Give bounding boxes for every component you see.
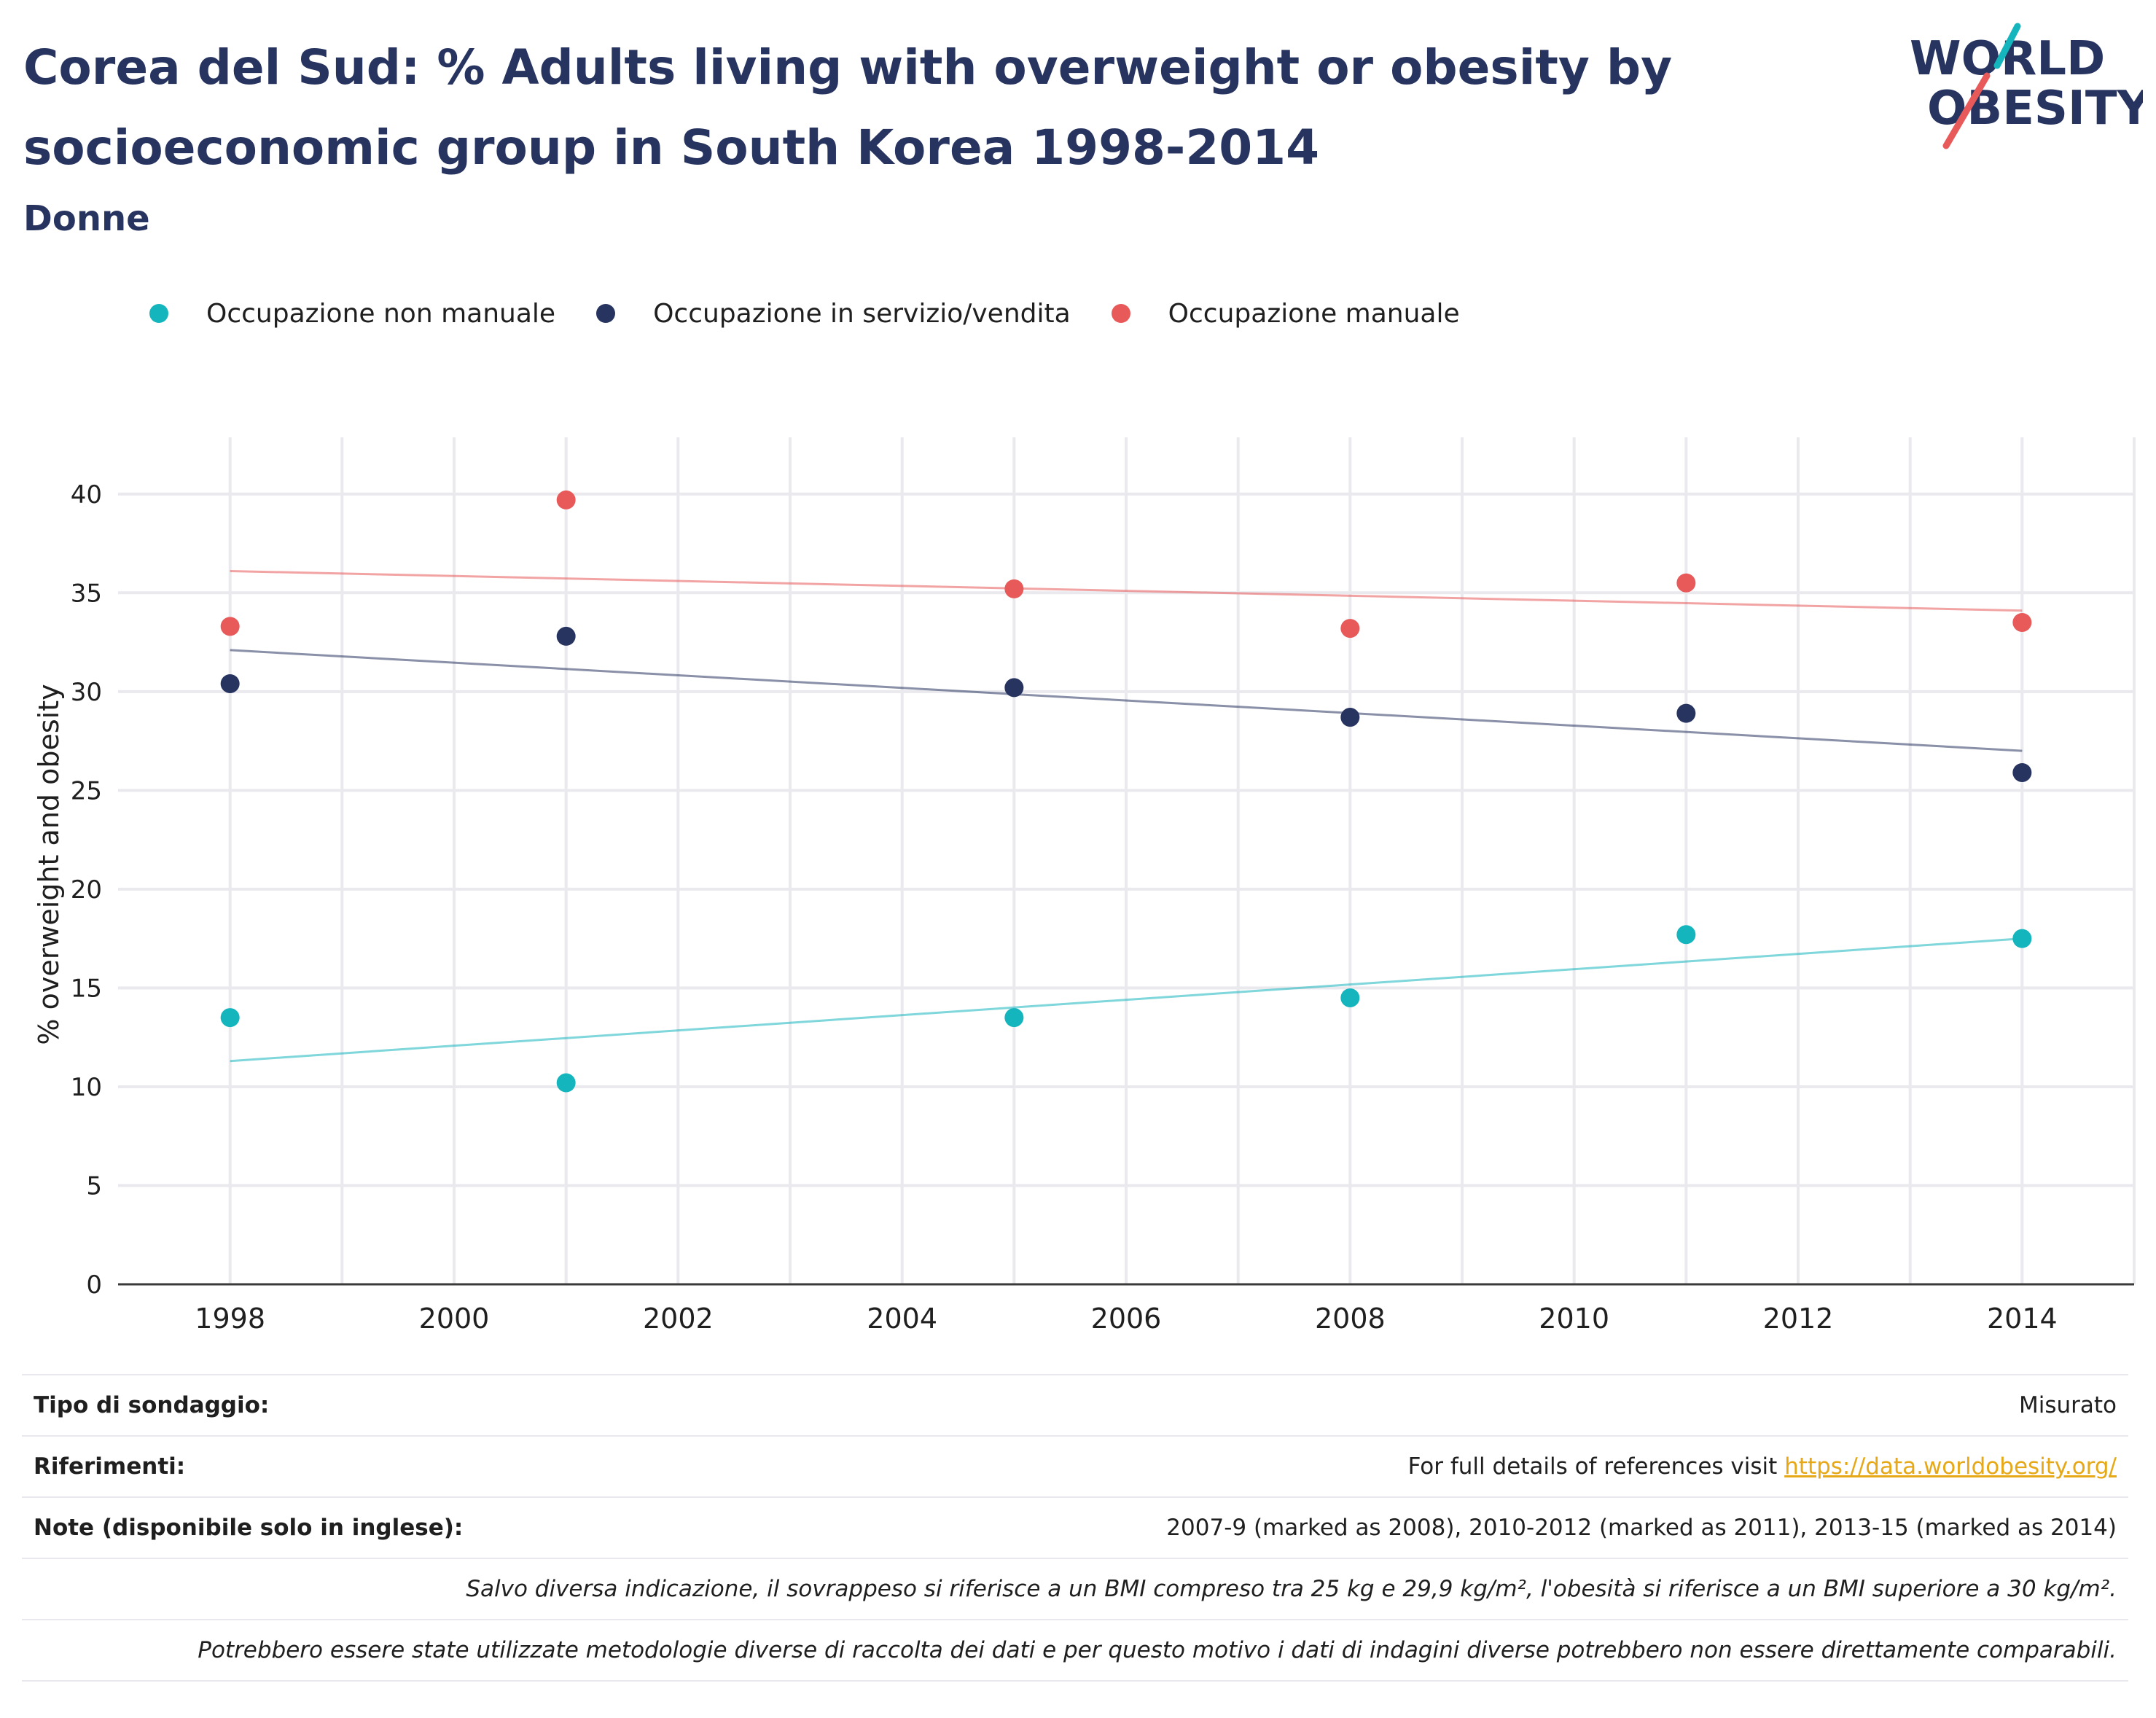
y-axis-title: % overweight and obesity bbox=[33, 684, 65, 1045]
y-tick-label: 20 bbox=[71, 875, 102, 905]
chart-title-line-2: socioeconomic group in South Korea 1998-… bbox=[23, 120, 1320, 176]
legend-marker-service-sales bbox=[596, 304, 616, 323]
chart-title: Corea del Sud: % Adults living with over… bbox=[23, 28, 1773, 188]
y-tick-label: 10 bbox=[71, 1073, 102, 1102]
x-tick-label: 2008 bbox=[1315, 1303, 1386, 1335]
survey-type-value: Misurato bbox=[2018, 1392, 2117, 1418]
footer-notes-row: Note (disponibile solo in inglese): 2007… bbox=[22, 1496, 2128, 1558]
x-tick-label: 2012 bbox=[1763, 1303, 1834, 1335]
chart-legend: Occupazione non manuale Occupazione in s… bbox=[149, 292, 1501, 335]
references-link[interactable]: https://data.worldobesity.org/ bbox=[1784, 1453, 2117, 1480]
data-point-series-0 bbox=[1004, 1008, 1024, 1028]
data-point-series-0 bbox=[2012, 929, 2032, 948]
footer-method-note-row: Potrebbero essere state utilizzate metod… bbox=[22, 1619, 2128, 1682]
data-point-series-2 bbox=[1004, 579, 1024, 598]
references-label: Riferimenti: bbox=[34, 1453, 186, 1480]
method-note: Potrebbero essere state utilizzate metod… bbox=[198, 1637, 2117, 1663]
legend-label-manual: Occupazione manuale bbox=[1168, 298, 1460, 329]
data-point-series-2 bbox=[1676, 573, 1696, 593]
x-tick-label: 2014 bbox=[1987, 1303, 2058, 1335]
data-point-series-2 bbox=[556, 490, 576, 509]
legend-marker-manual bbox=[1111, 304, 1130, 323]
notes-value: 2007-9 (marked as 2008), 2010-2012 (mark… bbox=[1166, 1515, 2117, 1541]
data-point-series-1 bbox=[556, 626, 576, 646]
trend-line-series-0 bbox=[230, 937, 2023, 1063]
trend-line-series-2 bbox=[230, 569, 2023, 612]
data-point-series-0 bbox=[556, 1073, 576, 1093]
chart-footer: Tipo di sondaggio: Misurato Riferimenti:… bbox=[22, 1374, 2128, 1682]
footer-references-row: Riferimenti: For full details of referen… bbox=[22, 1435, 2128, 1496]
legend-marker-non-manual bbox=[149, 304, 168, 323]
data-point-series-1 bbox=[1004, 678, 1024, 698]
legend-label-non-manual: Occupazione non manuale bbox=[206, 298, 556, 329]
data-point-series-2 bbox=[220, 617, 240, 636]
data-point-series-1 bbox=[1340, 708, 1360, 727]
x-tick-label: 1998 bbox=[195, 1303, 265, 1335]
world-obesity-logo: WORLD OBESITY bbox=[1910, 23, 2143, 149]
logo-slash-red bbox=[1942, 72, 1991, 149]
data-point-series-0 bbox=[1676, 925, 1696, 945]
data-point-series-0 bbox=[220, 1008, 240, 1028]
legend-item-non-manual[interactable]: Occupazione non manuale bbox=[149, 299, 555, 329]
y-tick-label: 5 bbox=[86, 1171, 102, 1200]
bmi-note: Salvo diversa indicazione, il sovrappeso… bbox=[466, 1576, 2117, 1602]
y-tick-label: 35 bbox=[71, 579, 102, 608]
x-tick-label: 2006 bbox=[1091, 1303, 1162, 1335]
chart-subtitle: Donne bbox=[23, 198, 150, 239]
y-tick-label: 25 bbox=[71, 776, 102, 805]
chart-title-line-1: Corea del Sud: % Adults living with over… bbox=[23, 39, 1673, 95]
notes-label: Note (disponibile solo in inglese): bbox=[34, 1515, 464, 1541]
x-tick-label: 2004 bbox=[867, 1303, 937, 1335]
x-tick-label: 2002 bbox=[643, 1303, 714, 1335]
data-point-series-2 bbox=[1340, 619, 1360, 639]
x-tick-label: 2000 bbox=[419, 1303, 490, 1335]
y-tick-label: 15 bbox=[71, 974, 102, 1003]
data-point-series-1 bbox=[2012, 762, 2032, 782]
trend-line-series-1 bbox=[230, 649, 2023, 752]
x-tick-label: 2010 bbox=[1539, 1303, 1609, 1335]
footer-survey-row: Tipo di sondaggio: Misurato bbox=[22, 1374, 2128, 1435]
references-value: For full details of references visit htt… bbox=[1408, 1453, 2128, 1480]
legend-item-manual[interactable]: Occupazione manuale bbox=[1111, 298, 1460, 329]
footer-bmi-note-row: Salvo diversa indicazione, il sovrappeso… bbox=[22, 1558, 2128, 1619]
data-point-series-2 bbox=[2012, 612, 2032, 632]
data-point-series-1 bbox=[1676, 703, 1696, 723]
data-point-series-0 bbox=[1340, 988, 1360, 1007]
y-tick-label: 0 bbox=[86, 1270, 102, 1300]
y-tick-label: 40 bbox=[71, 480, 102, 509]
legend-label-service-sales: Occupazione in servizio/vendita bbox=[653, 298, 1071, 329]
legend-item-service-sales[interactable]: Occupazione in servizio/vendita bbox=[596, 299, 1071, 329]
data-point-series-1 bbox=[220, 673, 240, 693]
y-tick-label: 30 bbox=[71, 678, 102, 707]
references-text: For full details of references visit bbox=[1407, 1453, 1785, 1480]
logo-slash-teal bbox=[1993, 23, 2021, 69]
logo-word-obesity: OBESITY bbox=[1927, 82, 2143, 136]
scatter-chart: 0 5 10 15 20 25 30 35 40 1998 2000 2002 2004 2006 2008… bbox=[33, 437, 2136, 1335]
survey-type-label: Tipo di sondaggio: bbox=[34, 1392, 270, 1418]
